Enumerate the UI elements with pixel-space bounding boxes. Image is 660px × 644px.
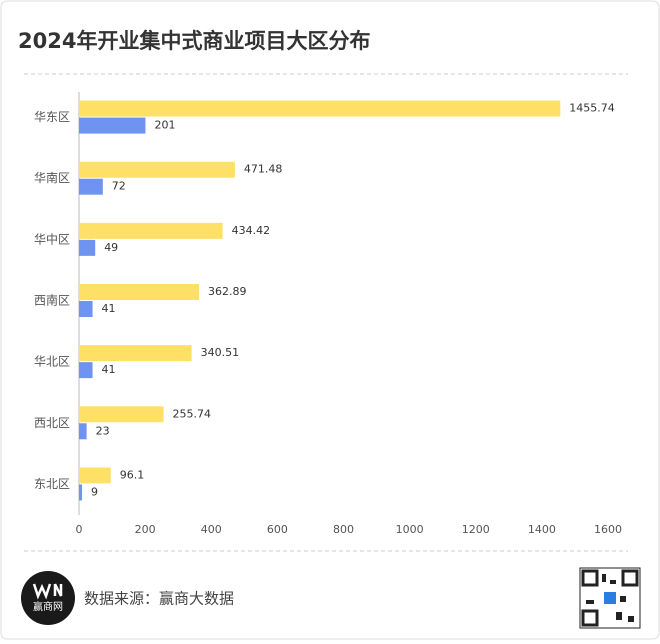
bar <box>79 161 235 178</box>
x-tick-label: 1200 <box>462 523 490 536</box>
bar <box>79 362 93 379</box>
x-tick-label: 400 <box>201 523 222 536</box>
bar <box>79 100 561 117</box>
data-label: 201 <box>154 119 175 132</box>
data-label: 23 <box>96 424 110 437</box>
x-tick-label: 1000 <box>396 523 424 536</box>
chart-title: 2024年开业集中式商业项目大区分布 <box>18 29 370 53</box>
bar <box>79 423 87 440</box>
x-tick-label: 800 <box>333 523 354 536</box>
bar <box>79 345 192 362</box>
data-label: 340.51 <box>201 346 240 359</box>
logo-mark <box>32 583 63 600</box>
bar <box>79 284 199 300</box>
data-label: 72 <box>112 180 126 193</box>
data-label: 362.89 <box>208 285 247 298</box>
bar <box>79 484 82 501</box>
bar <box>79 467 111 484</box>
bar <box>79 301 93 317</box>
bar <box>79 222 223 239</box>
bar <box>79 117 146 134</box>
y-tick-label: 华南区 <box>34 170 70 185</box>
data-label: 96.1 <box>120 468 145 481</box>
bar <box>79 406 164 423</box>
data-label: 41 <box>102 302 116 315</box>
y-tick-label: 华中区 <box>34 231 70 246</box>
x-tick-label: 1400 <box>528 523 556 536</box>
y-tick-label: 西南区 <box>34 293 70 308</box>
source: 数据来源：赢商大数据 <box>84 590 234 608</box>
y-tick-label: 西北区 <box>34 416 70 430</box>
qr-code <box>579 567 641 629</box>
data-label: 434.42 <box>232 224 271 237</box>
bar <box>79 178 103 195</box>
logo <box>21 571 75 625</box>
data-label: 255.74 <box>173 407 212 420</box>
bar <box>79 239 96 256</box>
x-tick-label: 0 <box>76 523 83 536</box>
logo-text: 赢商网 <box>33 600 63 613</box>
x-tick-label: 200 <box>135 523 156 536</box>
y-tick-label: 华北区 <box>34 355 70 369</box>
x-tick-label: 1600 <box>594 523 622 536</box>
data-label: 49 <box>104 241 118 254</box>
data-label: 9 <box>91 485 98 498</box>
data-label: 471.48 <box>244 163 282 176</box>
data-label: 1455.74 <box>569 102 615 115</box>
y-tick-label: 东北区 <box>34 477 70 491</box>
y-tick-label: 华东区 <box>34 110 70 124</box>
x-tick-label: 600 <box>267 523 288 536</box>
data-label: 41 <box>102 363 116 376</box>
